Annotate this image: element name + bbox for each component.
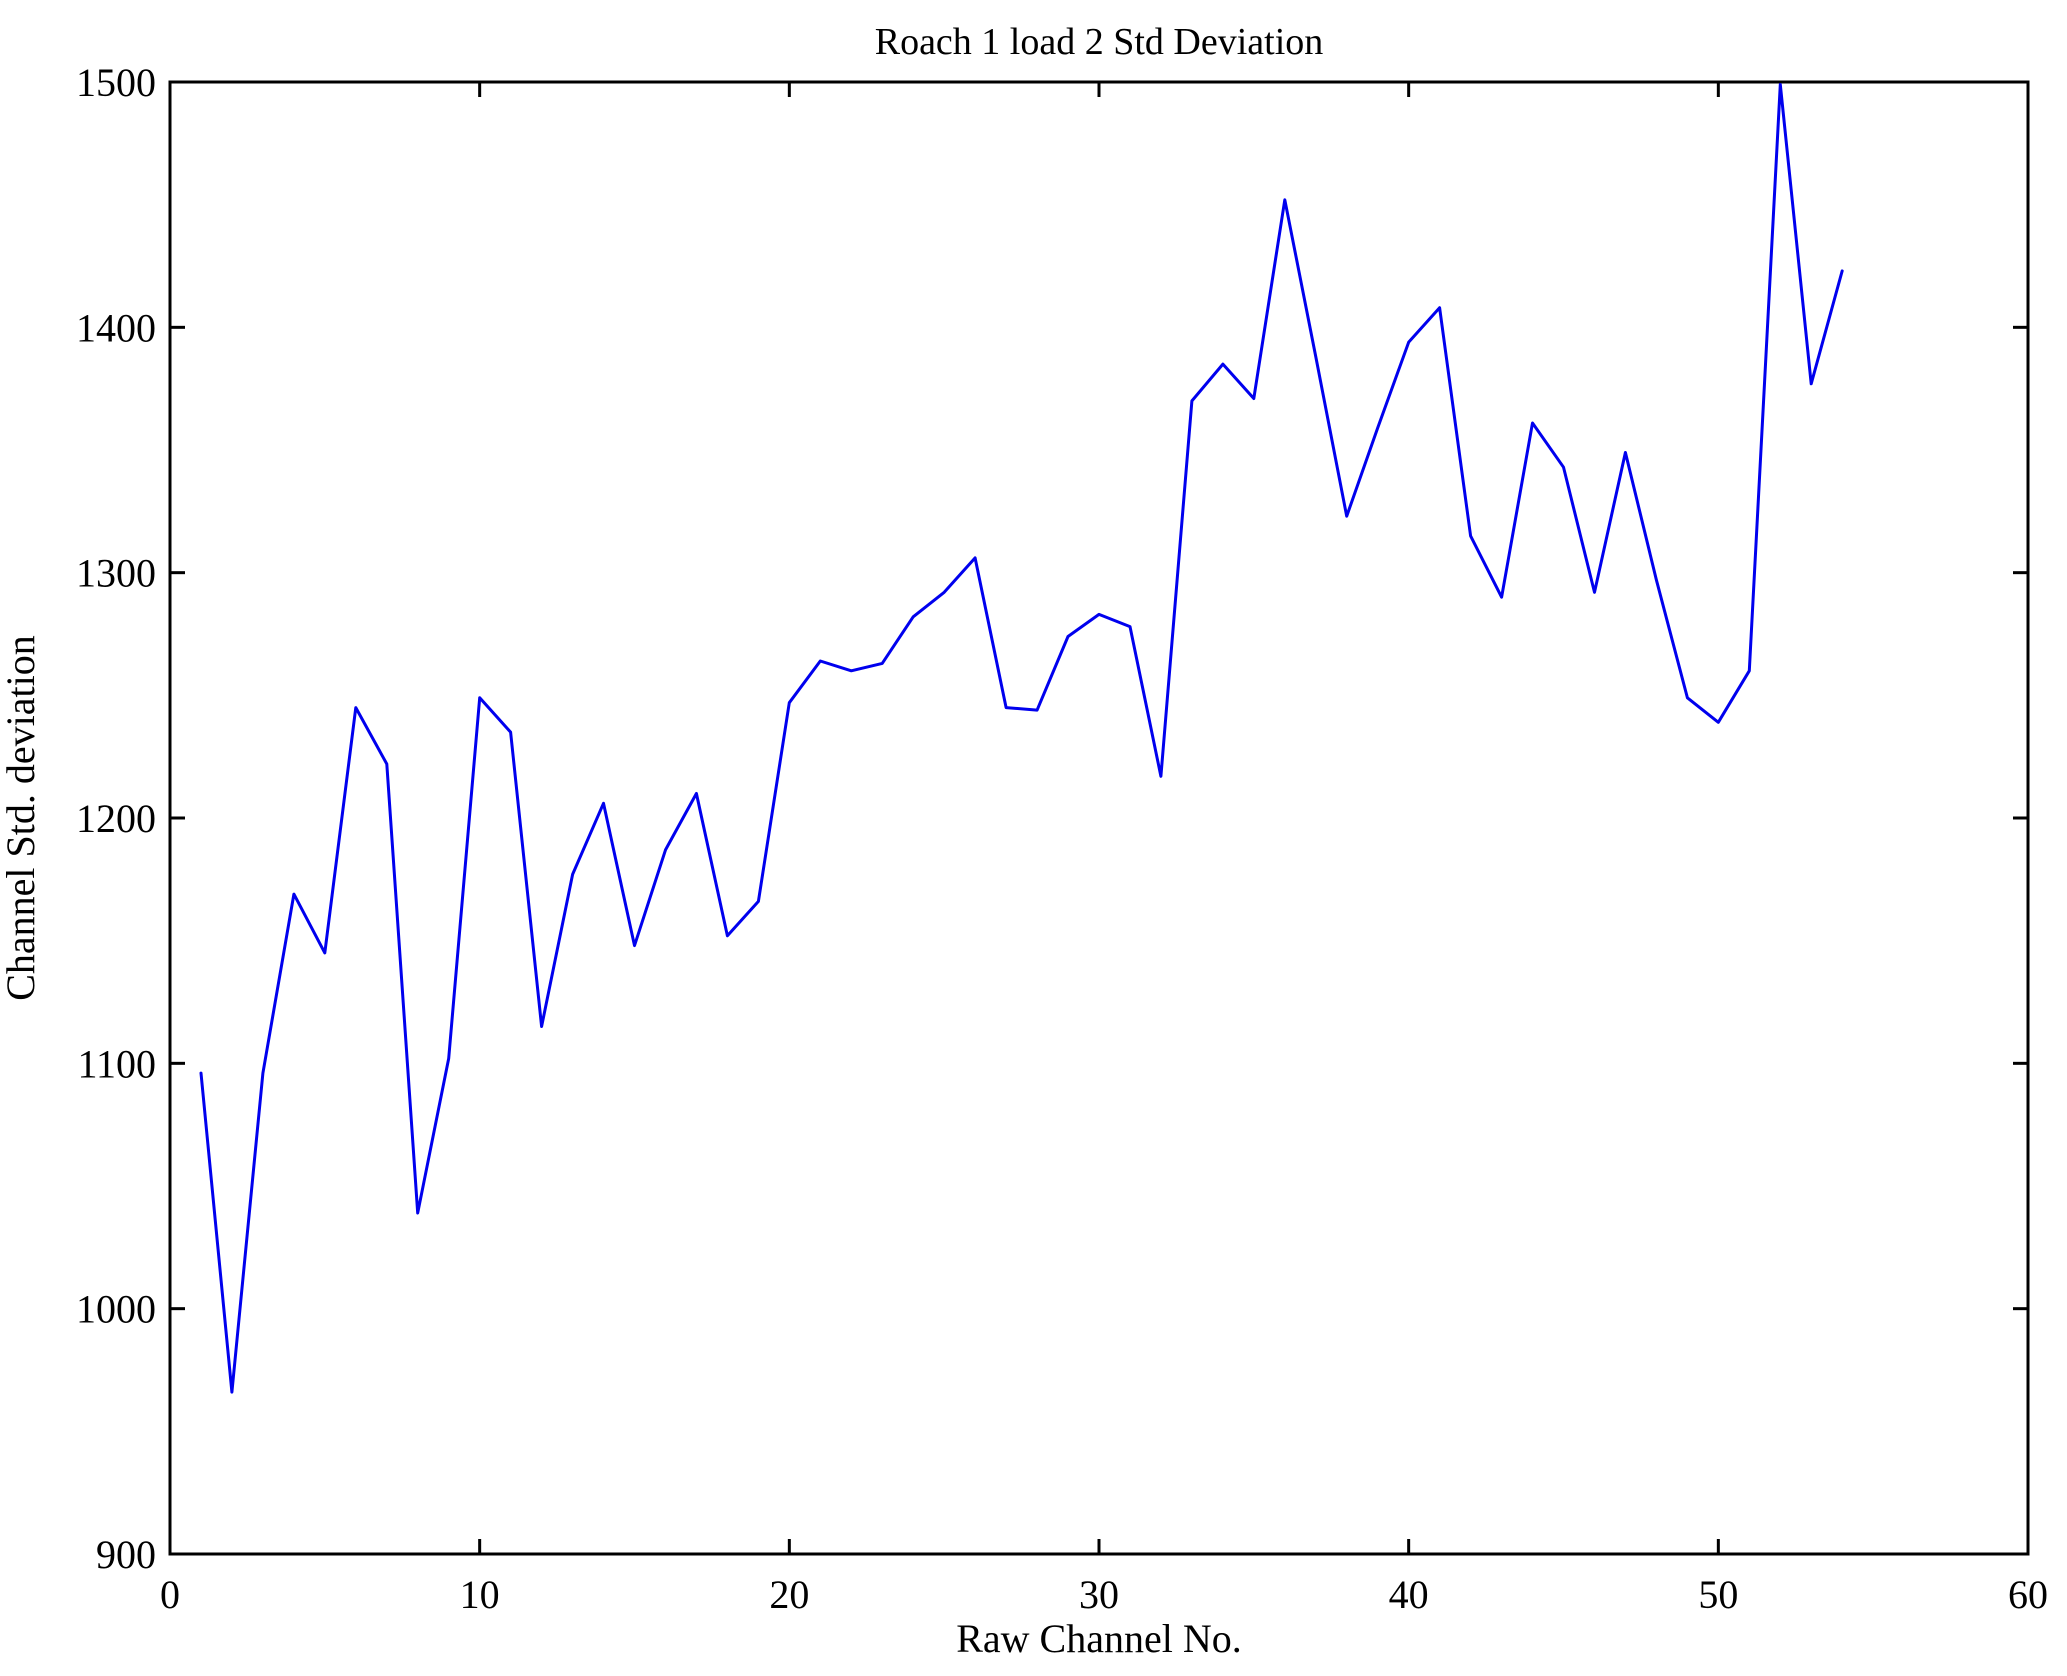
x-tick-label: 20: [769, 1572, 809, 1617]
x-tick-label: 60: [2008, 1572, 2048, 1617]
y-tick-label: 1400: [76, 305, 156, 350]
x-tick-label: 40: [1389, 1572, 1429, 1617]
x-tick-label: 30: [1079, 1572, 1119, 1617]
y-tick-label: 1200: [76, 796, 156, 841]
y-tick-label: 1300: [76, 551, 156, 596]
tick-marks: [168, 80, 2030, 1556]
x-tick-label: 50: [1698, 1572, 1738, 1617]
x-tick-label: 0: [160, 1572, 180, 1617]
data-series-line: [199, 83, 1844, 1394]
tick-labels: 0 10 20 30 40 50 60 900 1000 1100 1200 1300 1400 1500: [76, 60, 2048, 1617]
chart-title: Roach 1 load 2 Std Deviation: [875, 21, 1324, 63]
y-tick-label: 1000: [76, 1287, 156, 1332]
x-axis-label: Raw Channel No.: [956, 1616, 1242, 1661]
plot-box: [168, 80, 2030, 1556]
y-tick-label: 1500: [76, 60, 156, 105]
y-tick-label: 900: [96, 1532, 156, 1577]
y-tick-label: 1100: [77, 1041, 156, 1086]
x-tick-label: 10: [460, 1572, 500, 1617]
y-axis-label: Channel Std. deviation: [0, 635, 43, 1001]
